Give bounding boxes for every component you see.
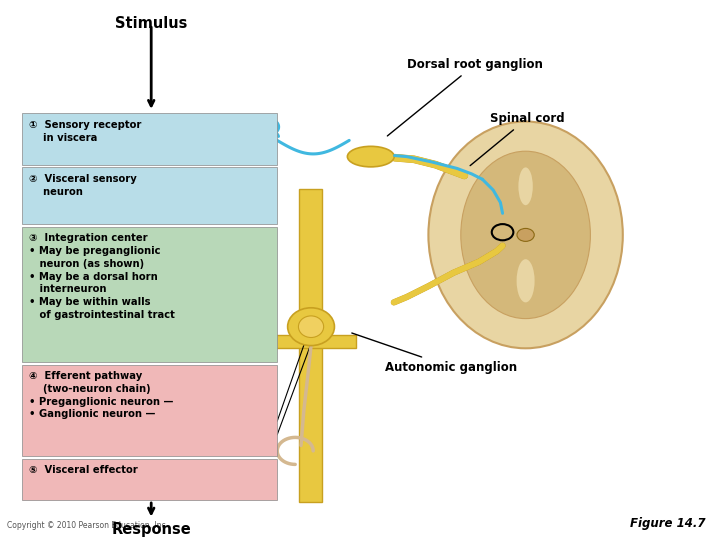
Circle shape — [517, 228, 534, 241]
FancyBboxPatch shape — [22, 167, 277, 224]
Text: ②  Visceral sensory
    neuron: ② Visceral sensory neuron — [29, 174, 137, 197]
FancyBboxPatch shape — [22, 227, 277, 362]
Ellipse shape — [288, 308, 334, 346]
FancyBboxPatch shape — [22, 364, 277, 456]
Bar — [299, 189, 322, 502]
Text: ⑤  Visceral effector: ⑤ Visceral effector — [29, 465, 138, 476]
Text: Copyright © 2010 Pearson Education, Inc.: Copyright © 2010 Pearson Education, Inc. — [7, 521, 168, 530]
Ellipse shape — [518, 167, 533, 205]
Text: Figure 14.7: Figure 14.7 — [630, 517, 706, 530]
Ellipse shape — [348, 146, 395, 167]
Ellipse shape — [517, 259, 534, 302]
FancyBboxPatch shape — [22, 113, 277, 165]
Text: Stimulus: Stimulus — [115, 16, 187, 31]
Text: Spinal cord: Spinal cord — [470, 112, 564, 166]
Ellipse shape — [461, 151, 590, 319]
Ellipse shape — [428, 122, 623, 348]
Text: Dorsal root ganglion: Dorsal root ganglion — [387, 58, 543, 136]
FancyBboxPatch shape — [22, 459, 277, 500]
Text: ③  Integration center
• May be preganglionic
   neuron (as shown)
• May be a dor: ③ Integration center • May be preganglio… — [29, 233, 175, 320]
Text: Autonomic ganglion: Autonomic ganglion — [352, 333, 518, 374]
Bar — [263, 335, 356, 348]
Ellipse shape — [299, 316, 324, 338]
Text: ①  Sensory receptor
    in viscera: ① Sensory receptor in viscera — [29, 120, 141, 143]
Text: Response: Response — [112, 522, 191, 537]
Text: ④  Efferent pathway
    (two-neuron chain)
• Preganglionic neuron —
• Ganglionic: ④ Efferent pathway (two-neuron chain) • … — [29, 371, 174, 420]
